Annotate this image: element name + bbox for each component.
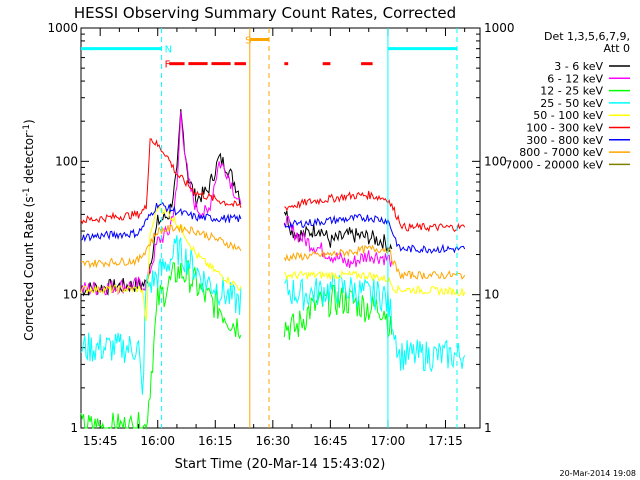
x-axis-label: Start Time (20-Mar-14 15:43:02) bbox=[175, 457, 386, 472]
series-line bbox=[80, 109, 393, 297]
legend-label: 100 - 300 keV bbox=[526, 122, 603, 135]
x-tick-label: 16:15 bbox=[198, 434, 233, 448]
legend-label: 300 - 800 keV bbox=[526, 134, 603, 147]
legend-label: 25 - 50 keV bbox=[540, 97, 603, 110]
legend-header-line2: Att 0 bbox=[604, 42, 630, 55]
y-tick-label: 1000 bbox=[47, 21, 78, 35]
series-2 bbox=[80, 260, 393, 430]
flag-label: N bbox=[165, 45, 172, 56]
flag-bar: S bbox=[245, 35, 269, 46]
y-axis-label-sup2: -1 bbox=[22, 124, 32, 133]
x-tick-label: 17:15 bbox=[428, 434, 463, 448]
y-axis-label-end: ) bbox=[22, 119, 36, 124]
legend-item: 100 - 300 keV bbox=[526, 122, 630, 135]
series-7 bbox=[80, 224, 466, 280]
y-tick-label-right: 100 bbox=[484, 154, 507, 168]
chart-title: HESSI Observing Summary Count Rates, Cor… bbox=[74, 4, 456, 22]
y-tick-label: 1 bbox=[70, 421, 78, 435]
x-tick-label: 16:00 bbox=[140, 434, 175, 448]
legend-item: 7000 - 20000 keV bbox=[505, 158, 630, 171]
legend-label: 7000 - 20000 keV bbox=[505, 158, 603, 171]
flag-label: F bbox=[165, 60, 171, 71]
series-0 bbox=[80, 109, 393, 297]
series-4 bbox=[80, 203, 466, 322]
legend-label: 12 - 25 keV bbox=[540, 85, 603, 98]
legend-label: 3 - 6 keV bbox=[554, 60, 603, 73]
plot-frame bbox=[80, 27, 481, 429]
plot-area: 15:45 16:00 16:15 16:30 16:45 17:00 17:15 1 1 10 1… bbox=[47, 21, 514, 448]
x-tick-label: 16:30 bbox=[256, 434, 291, 448]
flag-bar: F bbox=[165, 60, 373, 71]
y-axis-label-sup1: -1 bbox=[22, 187, 32, 196]
y-tick-label: 100 bbox=[55, 154, 78, 168]
y-axis-label-mid: detector bbox=[22, 133, 36, 188]
y-axis-label-main: Corrected Count Rate (s bbox=[22, 196, 36, 340]
legend-item: 3 - 6 keV bbox=[554, 60, 630, 73]
legend-item: 50 - 100 keV bbox=[533, 109, 630, 122]
x-tick-label: 15:45 bbox=[83, 434, 118, 448]
series-line bbox=[80, 203, 466, 322]
series-line bbox=[80, 202, 466, 254]
series-line bbox=[80, 111, 393, 296]
series-6 bbox=[80, 202, 466, 254]
y-tick-label-right: 1 bbox=[484, 421, 492, 435]
legend-item: 6 - 12 keV bbox=[547, 72, 630, 85]
legend-header-line1: Det 1,3,5,6,7,9, bbox=[544, 30, 630, 43]
plot-timestamp: 20-Mar-2014 19:08 bbox=[560, 469, 637, 478]
legend-label: 800 - 7000 keV bbox=[519, 146, 603, 159]
y-tick-label-right: 1000 bbox=[484, 21, 515, 35]
series-line bbox=[80, 138, 466, 233]
legend-item: 25 - 50 keV bbox=[540, 97, 630, 110]
legend-item: 800 - 7000 keV bbox=[519, 146, 630, 159]
legend-item: 12 - 25 keV bbox=[540, 85, 630, 98]
y-tick-label: 10 bbox=[63, 288, 78, 302]
flag-label: S bbox=[245, 35, 251, 46]
x-tick-label: 16:45 bbox=[313, 434, 348, 448]
legend-item: 300 - 800 keV bbox=[526, 134, 630, 147]
y-axis-label: Corrected Count Rate (s-1 detector-1) bbox=[22, 119, 36, 340]
legend-label: 6 - 12 keV bbox=[547, 72, 603, 85]
flag-bar: N bbox=[81, 45, 457, 56]
series-line bbox=[80, 260, 393, 430]
y-tick-label-right: 10 bbox=[484, 288, 499, 302]
series-line bbox=[80, 224, 466, 280]
x-tick-label: 17:00 bbox=[371, 434, 406, 448]
legend-label: 50 - 100 keV bbox=[533, 109, 603, 122]
series-1 bbox=[80, 111, 393, 296]
series-line bbox=[80, 235, 466, 395]
series-5 bbox=[80, 138, 466, 233]
series-3 bbox=[80, 235, 466, 395]
